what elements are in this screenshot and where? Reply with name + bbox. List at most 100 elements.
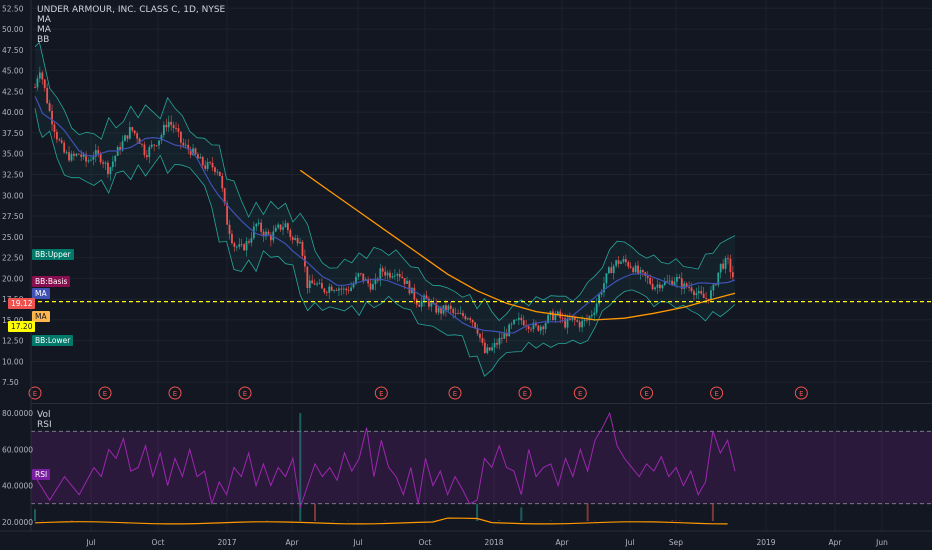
candle-body	[668, 280, 671, 282]
earnings-marker-label: E	[379, 390, 383, 398]
legend-rsi[interactable]: RSI	[37, 420, 52, 430]
candle-body	[170, 121, 173, 125]
badge-level: 17.20	[8, 321, 36, 332]
candle-body	[586, 319, 588, 321]
y-tick-label: 25.00	[2, 233, 24, 242]
candle-body	[216, 171, 219, 173]
candle-body	[454, 313, 457, 314]
candle-body	[121, 141, 124, 151]
candle-body	[325, 292, 328, 294]
candle-body	[128, 127, 131, 139]
candle-body	[714, 284, 717, 286]
candle-body	[165, 124, 168, 128]
candle-body	[352, 283, 355, 288]
candle-body	[391, 276, 394, 278]
candle-body	[255, 223, 258, 227]
candle-body	[661, 285, 664, 289]
candle-body	[471, 319, 474, 323]
candle-body	[63, 142, 66, 153]
candle-body	[248, 241, 250, 243]
candle-body	[449, 305, 452, 309]
candle-body	[437, 307, 440, 313]
candle-body	[537, 325, 540, 331]
candle-body	[588, 316, 591, 321]
candle-body	[167, 121, 170, 128]
candle-body	[612, 265, 615, 274]
x-tick-label: Apr	[556, 538, 570, 547]
candle-body	[386, 272, 389, 276]
candle-body	[274, 227, 277, 232]
volume-bar	[520, 507, 523, 521]
candle-body	[162, 124, 165, 136]
candle-body	[731, 272, 734, 278]
candle-body	[583, 319, 586, 321]
candle-body	[43, 79, 46, 89]
legend-ma-1[interactable]: MA	[37, 15, 51, 25]
candle-body	[158, 140, 160, 146]
candle-body	[445, 305, 447, 311]
candle-body	[712, 284, 715, 291]
candle-body	[707, 298, 710, 300]
candle-body	[564, 318, 566, 328]
candle-body	[153, 144, 156, 146]
candle-body	[649, 277, 652, 284]
candle-body	[379, 268, 382, 281]
candle-body	[345, 288, 348, 291]
earnings-marker-label: E	[523, 390, 527, 398]
y-tick-label: 30.00	[2, 191, 24, 200]
candle-body	[201, 156, 204, 166]
x-tick-label: Apr	[829, 538, 843, 547]
legend-ma-2[interactable]: MA	[37, 25, 51, 35]
y-tick-label: 7.50	[2, 378, 19, 387]
candle-body	[53, 124, 56, 132]
candle-body	[683, 283, 686, 289]
candle-body	[126, 135, 129, 139]
candle-body	[350, 287, 353, 291]
candle-body	[333, 290, 335, 292]
candle-body	[75, 153, 78, 156]
candle-body	[464, 316, 467, 320]
y-tick-label: 32.50	[2, 170, 24, 179]
candle-body	[318, 283, 321, 284]
badge-ma: MA	[32, 288, 50, 299]
candle-body	[678, 277, 681, 279]
candle-body	[590, 314, 593, 317]
candle-body	[51, 110, 53, 125]
rsi-tick-label: 20.0000	[2, 518, 33, 527]
volume-bar	[314, 503, 316, 521]
candle-body	[624, 259, 627, 263]
legend-bb[interactable]: BB	[37, 35, 50, 45]
x-tick-label: 2019	[756, 538, 775, 547]
volume-bar	[549, 520, 552, 521]
earnings-marker-label: E	[799, 390, 803, 398]
candle-body	[717, 272, 720, 286]
candle-body	[291, 237, 294, 240]
y-tick-label: 27.50	[2, 212, 24, 221]
candle-body	[527, 326, 530, 329]
candle-body	[308, 280, 311, 288]
legend-vol[interactable]: Vol	[37, 410, 51, 420]
candle-body	[90, 159, 92, 161]
candle-body	[620, 261, 622, 264]
candle-body	[440, 307, 442, 314]
candle-body	[578, 321, 581, 328]
earnings-marker	[573, 386, 587, 400]
chart-title: UNDER ARMOUR, INC. CLASS C, 1D, NYSE	[37, 5, 226, 15]
candle-body	[522, 320, 525, 326]
earnings-marker	[168, 386, 182, 400]
candle-body	[46, 88, 49, 104]
candle-body	[73, 153, 75, 156]
candle-body	[561, 317, 564, 319]
volume-bar	[498, 520, 501, 521]
earnings-marker-label: E	[453, 390, 457, 398]
candle-body	[177, 128, 180, 132]
candle-body	[530, 328, 532, 330]
candle-body	[573, 317, 576, 321]
candle-body	[496, 343, 498, 345]
candle-body	[284, 223, 287, 228]
candle-body	[102, 162, 104, 164]
candle-body	[116, 147, 119, 156]
candle-body	[279, 224, 282, 230]
